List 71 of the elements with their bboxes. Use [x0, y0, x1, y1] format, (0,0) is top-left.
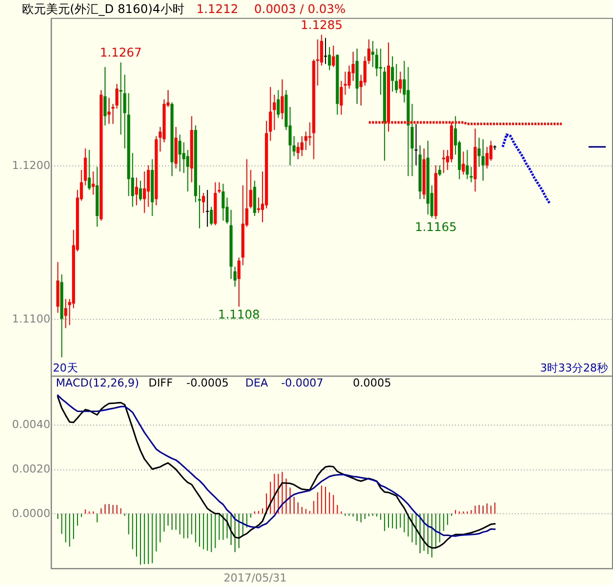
text: DEA [245, 376, 269, 390]
candlestick [210, 206, 213, 226]
annotation: 1.1267 [100, 45, 142, 60]
chart-title: 欧元美元(外汇_D 8160)4小时 [22, 2, 184, 16]
candlestick [84, 148, 87, 186]
candlestick [410, 103, 414, 177]
candlestick [64, 298, 68, 329]
candlestick [379, 48, 382, 96]
text: 1.1212 [196, 2, 238, 16]
candlestick [304, 131, 308, 150]
candlestick [332, 45, 335, 68]
candlestick [135, 177, 138, 206]
annotation: 0.0005 [352, 376, 392, 390]
annotation: 3时33分28秒 [540, 362, 608, 375]
candlestick [272, 94, 276, 131]
y-tick-label: 0.0000 [12, 507, 50, 520]
candlestick [202, 192, 205, 214]
annotation: -0.0005 [186, 376, 229, 390]
candlestick [300, 136, 304, 157]
y-tick-label: 0.0020 [12, 462, 50, 476]
candlestick [296, 142, 300, 160]
candlestick [390, 56, 394, 92]
y-tick-label: 0.0040 [12, 418, 50, 432]
line-series [501, 133, 552, 205]
y-tick-label: 1.1200 [12, 158, 50, 172]
candlestick [268, 86, 272, 142]
candlestick [398, 71, 402, 94]
candlestick [107, 97, 110, 124]
candlestick [320, 34, 324, 66]
candlestick [363, 56, 366, 86]
candlestick [316, 38, 320, 86]
text: DIFF [148, 376, 173, 390]
candlestick [348, 65, 351, 90]
candlestick [276, 90, 280, 118]
candlestick [352, 51, 355, 82]
candlestick [462, 151, 465, 176]
candlestick [104, 66, 107, 126]
annotation: 20天 [52, 362, 78, 375]
candlestick [328, 46, 331, 71]
annotation: 1.1165 [414, 220, 457, 234]
candlestick [442, 149, 446, 174]
candlestick [146, 164, 150, 208]
x-tick-label: 2017/05/31 [224, 572, 287, 585]
candlestick [485, 146, 488, 169]
candlestick [470, 166, 473, 183]
candlestick [482, 138, 484, 182]
candlestick [478, 137, 481, 168]
candlestick [489, 140, 492, 162]
chart-title: MACD(12,26,9) [56, 376, 140, 390]
candlestick [88, 149, 91, 190]
candlestick [233, 266, 236, 288]
candlestick [367, 38, 370, 64]
candlestick [138, 180, 142, 202]
annotation: 1.1285 [300, 18, 342, 32]
candlestick [222, 183, 225, 222]
candlestick [237, 256, 240, 308]
candlestick [178, 134, 182, 172]
candlestick [394, 63, 398, 94]
annotation: -0.0007 [281, 376, 324, 390]
annotation: 1.1108 [218, 308, 260, 322]
candlestick [111, 103, 114, 124]
candlestick [198, 184, 202, 229]
candlestick [438, 164, 442, 177]
candlestick [92, 170, 95, 196]
candlestick [280, 78, 284, 120]
y-tick-label: 1.1100 [12, 312, 50, 326]
text: 0.0003 / 0.03% [254, 2, 346, 16]
candlestick [115, 83, 118, 110]
candlestick [257, 197, 260, 214]
candlestick [142, 170, 146, 214]
candlestick [292, 136, 296, 157]
